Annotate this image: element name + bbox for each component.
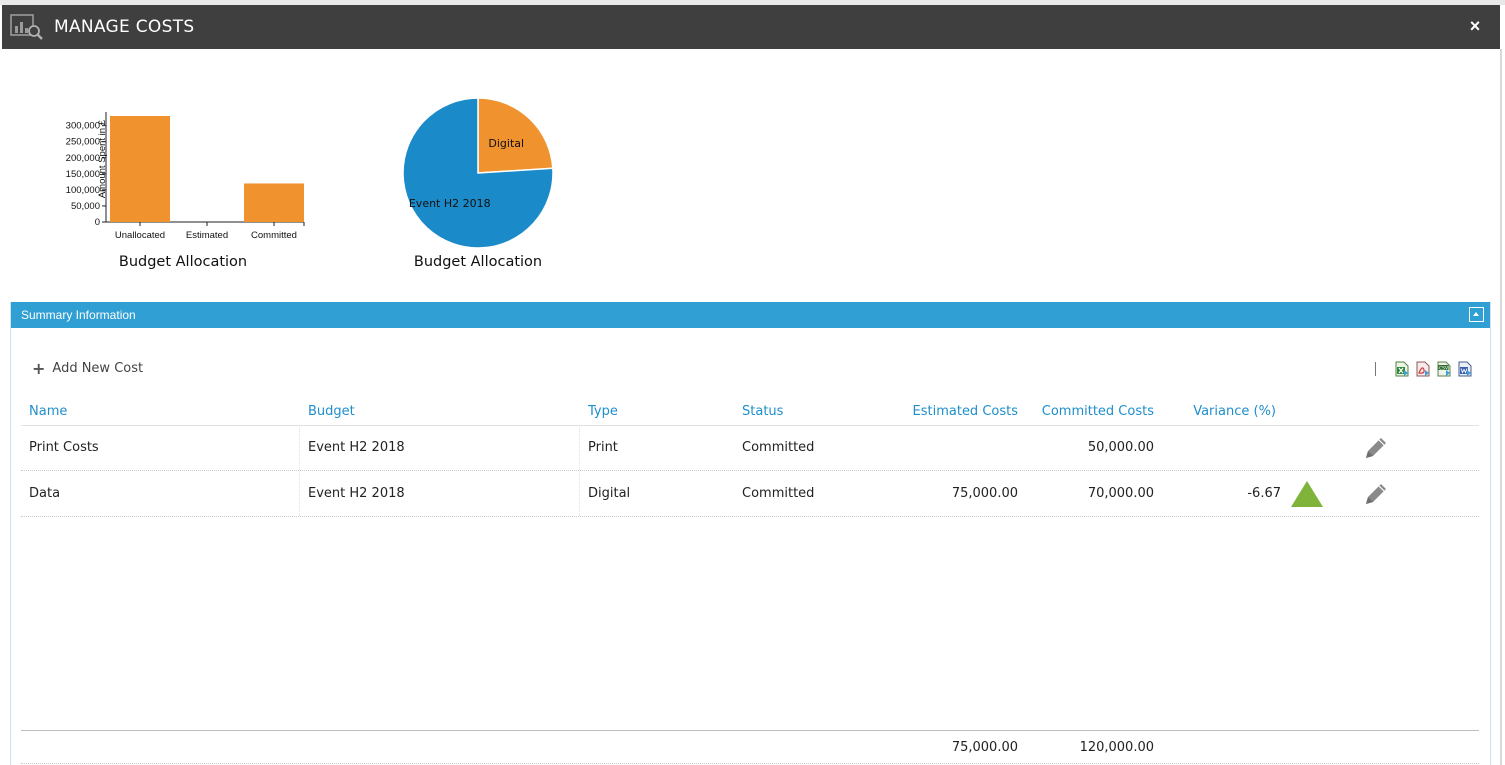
column-divider xyxy=(299,425,301,470)
edit-button[interactable] xyxy=(1359,471,1393,516)
pie-slice-event-h2-2018 xyxy=(402,97,554,249)
collapse-button[interactable] xyxy=(1469,307,1484,322)
pencil-icon xyxy=(1366,437,1386,458)
title-bar: MANAGE COSTS × xyxy=(2,5,1500,49)
pencil-icon xyxy=(1366,483,1386,504)
column-header-name[interactable]: Name xyxy=(29,404,68,419)
variance-indicator xyxy=(1289,471,1325,516)
table-row[interactable]: Data Event H2 2018 Digital Committed 75,… xyxy=(21,471,1479,517)
column-header-estimated[interactable]: Estimated Costs xyxy=(912,404,1018,419)
csv-export-icon[interactable]: CSV xyxy=(1437,361,1451,377)
row-committed: 50,000.00 xyxy=(1087,440,1154,455)
window-border xyxy=(1500,49,1502,765)
column-header-variance[interactable]: Variance (%) xyxy=(1193,404,1276,419)
y-tick-label: 300,000 xyxy=(66,121,100,132)
y-tick-label: 0 xyxy=(95,217,100,228)
y-tick-label: 200,000 xyxy=(66,153,100,164)
bar-chart-title: Budget Allocation xyxy=(118,254,248,270)
word-export-icon[interactable] xyxy=(1458,361,1472,377)
row-name: Print Costs xyxy=(29,440,99,455)
export-toolbar: CSV xyxy=(1375,360,1472,378)
row-committed: 70,000.00 xyxy=(1087,486,1154,501)
column-divider xyxy=(579,471,581,516)
panel-header: Summary Information xyxy=(11,302,1490,328)
total-committed: 120,000.00 xyxy=(1079,739,1154,755)
table-header-row: Name Budget Type Status Estimated Costs … xyxy=(21,398,1479,426)
edit-button[interactable] xyxy=(1359,425,1393,470)
y-tick-label: 100,000 xyxy=(66,185,100,196)
row-type: Print xyxy=(588,440,618,455)
row-status: Committed xyxy=(742,440,815,455)
toolbar-divider xyxy=(1375,362,1376,376)
pie-chart-title: Budget Allocation xyxy=(413,254,543,270)
column-header-type[interactable]: Type xyxy=(588,404,618,419)
column-header-committed[interactable]: Committed Costs xyxy=(1041,404,1154,419)
bar-chart: 0 50,000 100,000 150,000 200,000 250,000 300,0… xyxy=(66,112,305,241)
row-budget: Event H2 2018 xyxy=(308,440,405,455)
bar-committed xyxy=(244,183,304,222)
pie-slice-label: Digital xyxy=(488,137,524,150)
column-header-status[interactable]: Status xyxy=(742,404,784,419)
row-variance xyxy=(1171,425,1281,470)
summary-panel: Summary Information + Add New Cost CSV xyxy=(10,302,1491,765)
y-tick-label: 250,000 xyxy=(66,137,100,148)
close-button[interactable]: × xyxy=(1469,16,1481,36)
top-strip xyxy=(0,0,1505,5)
svg-text:CSV: CSV xyxy=(1439,365,1449,371)
x-tick-label: Committed xyxy=(251,230,297,241)
row-name: Data xyxy=(29,486,61,501)
green-up-triangle-icon xyxy=(1291,480,1323,507)
window-title: MANAGE COSTS xyxy=(54,17,195,37)
totals-row: 75,000.00 120,000.00 xyxy=(21,730,1479,764)
table-row[interactable]: Print Costs Event H2 2018 Print Committe… xyxy=(21,425,1479,471)
excel-export-icon[interactable] xyxy=(1395,361,1409,377)
pie-chart: Digital Event H2 2018 xyxy=(402,97,554,249)
plus-icon: + xyxy=(32,358,46,378)
add-new-cost-button[interactable]: + Add New Cost xyxy=(32,358,144,378)
x-tick-label: Unallocated xyxy=(115,230,165,241)
row-status: Committed xyxy=(742,486,815,501)
chart-search-icon xyxy=(10,14,43,40)
y-tick-label: 150,000 xyxy=(66,169,100,180)
add-new-cost-label: Add New Cost xyxy=(52,361,144,376)
pie-slice-label: Event H2 2018 xyxy=(409,197,491,210)
row-type: Digital xyxy=(588,486,631,501)
bar-unallocated xyxy=(110,116,170,222)
total-estimated: 75,000.00 xyxy=(951,739,1018,755)
y-axis-label: Amount Spent in £ xyxy=(97,119,108,198)
pie-slice-digital xyxy=(477,97,554,174)
x-tick-label: Estimated xyxy=(186,230,228,241)
column-divider xyxy=(579,425,581,470)
panel-title: Summary Information xyxy=(21,308,136,322)
pdf-export-icon[interactable] xyxy=(1416,361,1430,377)
row-variance: -6.67 xyxy=(1247,486,1281,501)
column-header-budget[interactable]: Budget xyxy=(308,404,355,419)
column-divider xyxy=(299,471,301,516)
row-estimated: 75,000.00 xyxy=(951,486,1018,501)
row-budget: Event H2 2018 xyxy=(308,486,405,501)
row-estimated xyxy=(891,425,1018,470)
y-tick-label: 50,000 xyxy=(71,201,100,212)
